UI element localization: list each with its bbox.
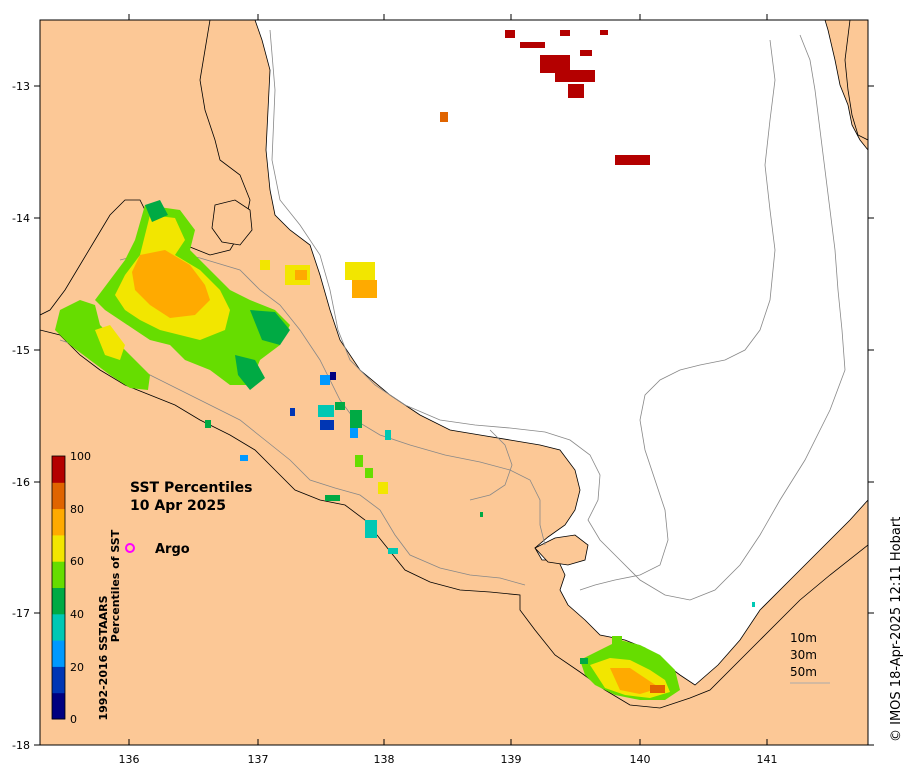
x-tick-label: 137	[248, 753, 269, 766]
x-axis	[128, 14, 768, 745]
y-tick-labels: -13 -14 -15 -16 -17 -18	[12, 80, 30, 752]
depth-legend: 10m 30m 50m	[790, 631, 830, 684]
argo-legend-label: Argo	[155, 542, 190, 557]
colorbar-segment	[52, 587, 65, 615]
colorbar-segment	[52, 482, 65, 510]
island-southeast	[534, 534, 589, 566]
x-tick-label: 141	[757, 753, 778, 766]
colorbar-tick-labels: 0 20 40 60 80 100	[70, 450, 91, 726]
y-tick-label: -14	[12, 212, 30, 225]
y-tick-label: -13	[12, 80, 30, 93]
colorbar-segment	[52, 561, 65, 588]
east-coast	[844, 20, 868, 141]
y-axis	[34, 85, 874, 746]
depth-label-30m: 30m	[790, 648, 817, 662]
colorbar-segment	[52, 666, 65, 694]
x-tick-label: 140	[630, 753, 651, 766]
credit-text: © IMOS 18-Apr-2025 12:11 Hobart	[889, 517, 904, 742]
plot-frame	[39, 19, 869, 746]
colorbar-segment	[52, 456, 65, 483]
gulf-water	[40, 20, 868, 686]
colorbar-tick: 100	[70, 450, 91, 463]
south-land	[40, 329, 868, 745]
x-tick-label: 136	[119, 753, 140, 766]
colorbar-tick: 20	[70, 661, 84, 674]
colorbar-segment	[52, 534, 65, 562]
island-mornington	[211, 199, 253, 246]
colorbar-frame	[51, 455, 66, 720]
map-title: SST Percentiles	[130, 480, 253, 496]
y-tick-label: -17	[12, 607, 30, 620]
y-tick-label: -15	[12, 344, 30, 357]
colorbar-title-line2: Percentiles of SST	[109, 529, 122, 642]
argo-marker-icon	[125, 543, 135, 553]
x-tick-label: 139	[501, 753, 522, 766]
colorbar-title-line1: 1992-2016 SSTAARS	[97, 595, 110, 720]
y-tick-label: -18	[12, 739, 30, 752]
x-tick-labels: 136 137 138 139 140 141	[119, 753, 778, 766]
colorbar-tick: 60	[70, 555, 84, 568]
colorbar-segment	[52, 613, 65, 641]
colorbar-tick: 40	[70, 608, 84, 621]
x-tick-label: 138	[374, 753, 395, 766]
west-land	[40, 20, 251, 316]
colorbar-tick: 0	[70, 713, 77, 726]
colorbar-segment	[52, 640, 65, 667]
colorbar-segment	[52, 508, 65, 536]
depth-label-10m: 10m	[790, 631, 817, 645]
colorbar-segment	[52, 692, 65, 720]
map-date: 10 Apr 2025	[130, 498, 226, 514]
colorbar-tick: 80	[70, 503, 84, 516]
colorbar	[51, 455, 66, 720]
map-area	[40, 20, 868, 745]
y-tick-label: -16	[12, 476, 30, 489]
sst-data-layer	[55, 30, 755, 700]
depth-label-50m: 50m	[790, 665, 817, 679]
